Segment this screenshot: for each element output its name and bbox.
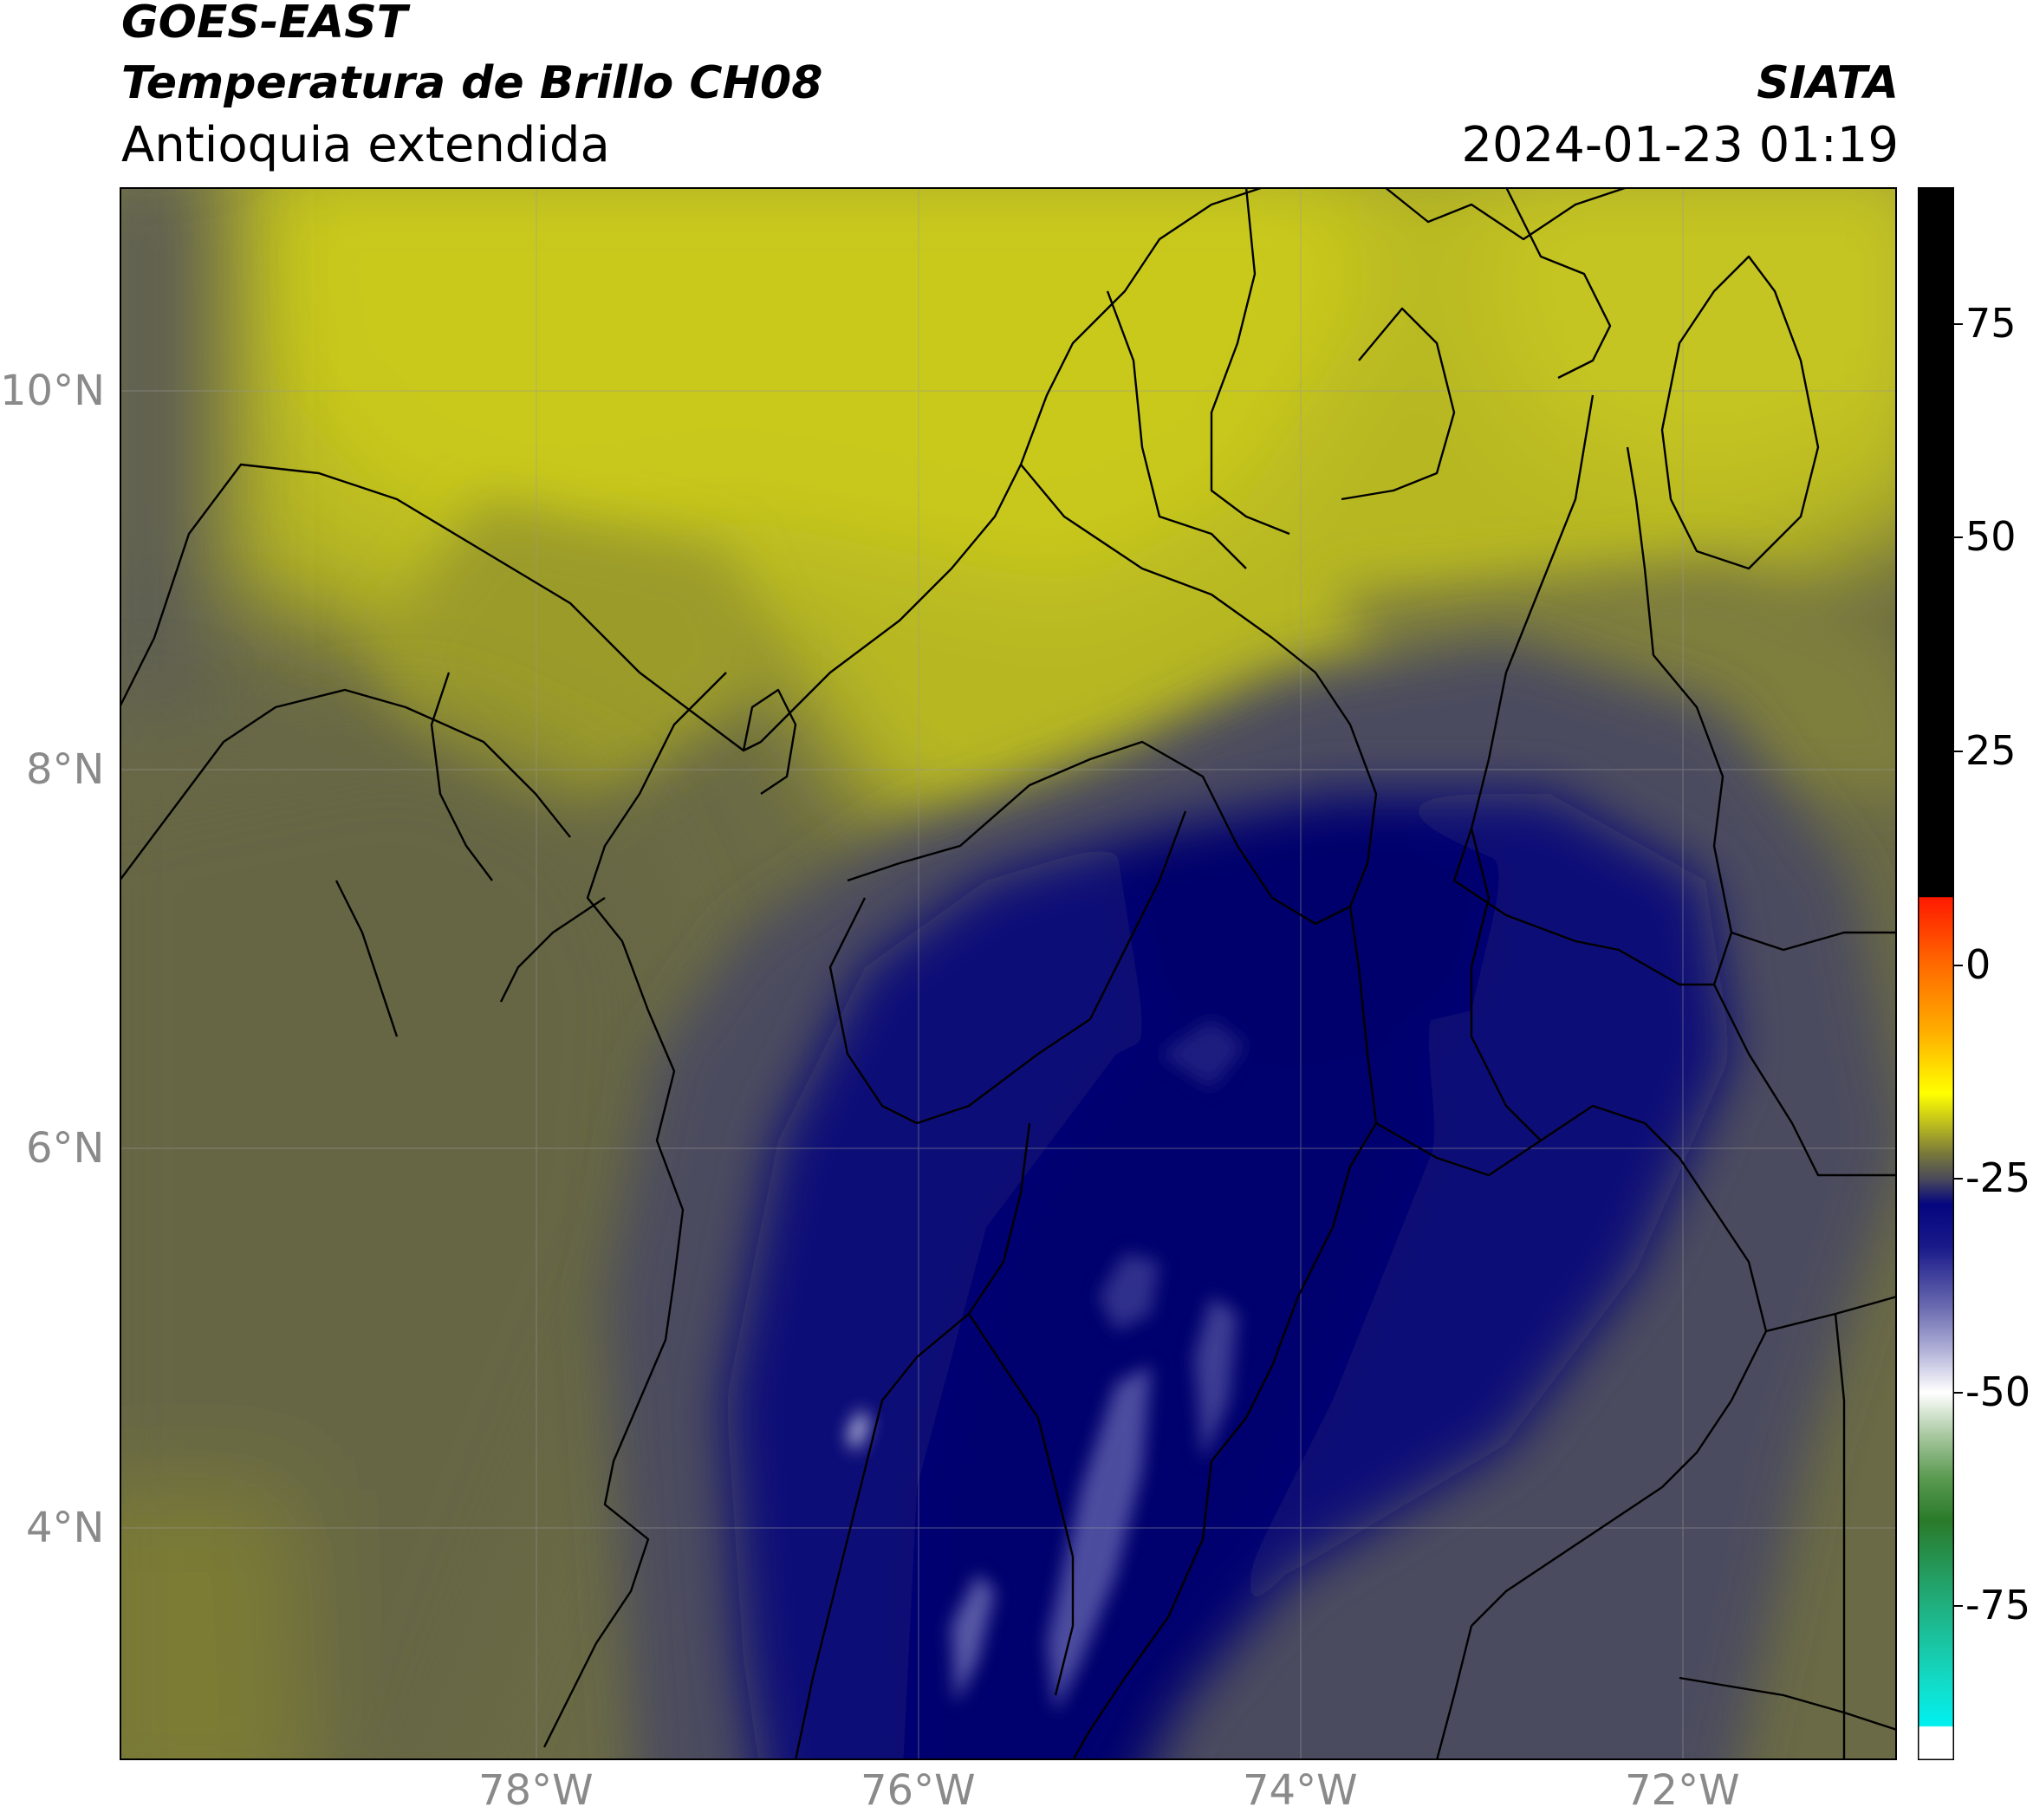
colorbar-tick-label: 75 — [1965, 299, 2017, 347]
product-title: Temperatura de Brillo CH08 — [121, 57, 823, 109]
colorbar-outline — [1918, 187, 1954, 1760]
satellite-title: GOES-EAST — [121, 0, 408, 49]
agency-label: SIATA — [1757, 57, 1899, 109]
brightness-temperature-map — [120, 187, 1897, 1760]
lat-tick-4N: 4°N — [26, 1504, 105, 1552]
colorbar — [1918, 187, 1954, 1760]
coastlines-borders — [120, 187, 1897, 1760]
colorbar-tick-label: -75 — [1965, 1582, 2031, 1629]
lat-tick-8N: 8°N — [26, 745, 105, 794]
colorbar-fill — [1918, 187, 1954, 1760]
colorbar-tick-mark — [1954, 964, 1963, 966]
colorbar-tick-mark — [1954, 1605, 1963, 1608]
colorbar-tick-mark — [1954, 1391, 1963, 1394]
lon-tick-72W: 72°W — [1625, 1766, 1740, 1815]
lat-tick-6N: 6°N — [26, 1124, 105, 1173]
map-border — [120, 187, 1897, 1760]
lon-tick-76W: 76°W — [861, 1766, 976, 1815]
colorbar-tick-label: 25 — [1965, 727, 2017, 775]
colorbar-tick-mark — [1954, 536, 1963, 539]
cold-cloud-core — [726, 794, 1731, 1760]
lon-tick-74W: 74°W — [1243, 1766, 1358, 1815]
datetime-label: 2024-01-23 01:19 — [1461, 117, 1899, 173]
region-subtitle: Antioquia extendida — [121, 117, 610, 173]
lon-tick-78W: 78°W — [478, 1766, 594, 1815]
colorbar-tick-mark — [1954, 751, 1963, 753]
colorbar-tick-label: -25 — [1965, 1154, 2031, 1202]
pacific-gray-region — [120, 187, 674, 1760]
colorbar-tick-mark — [1954, 1178, 1963, 1180]
coldest-cloud-tops — [848, 1019, 1246, 1713]
colorbar-tick-label: 0 — [1965, 940, 1991, 988]
colorbar-tick-mark — [1954, 322, 1963, 325]
colorbar-tick-label: -50 — [1965, 1368, 2031, 1415]
colorbar-tick-label: 50 — [1965, 513, 2017, 561]
lat-tick-10N: 10°N — [0, 367, 105, 415]
